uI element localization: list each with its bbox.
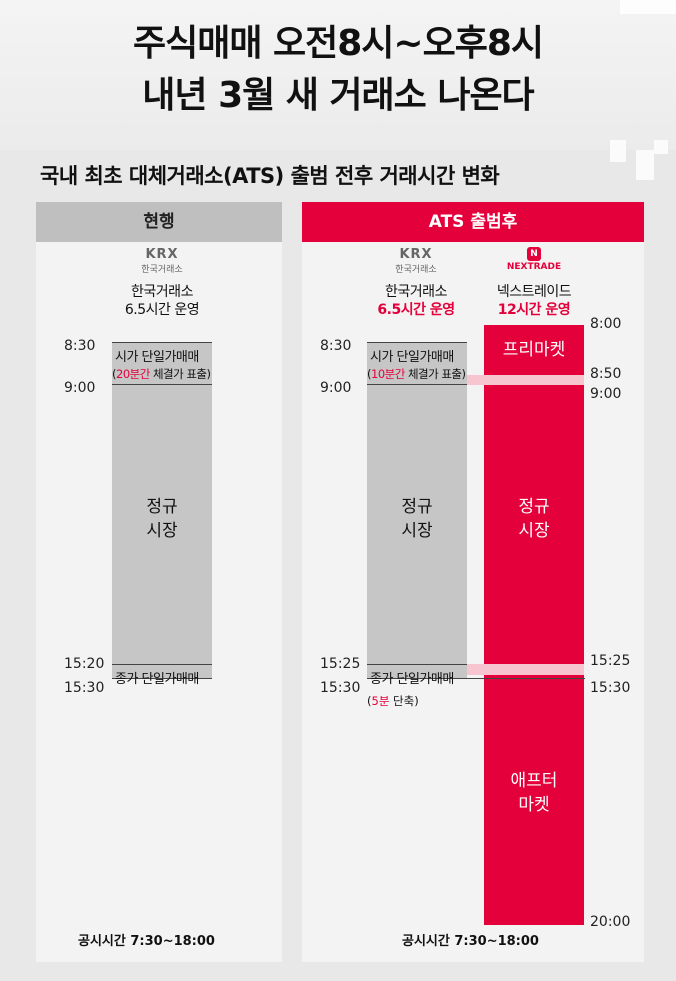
nextrade-session-bar [484,325,584,925]
aftermarket-label: 애프터 마켓 [484,769,584,817]
closing-auction-label: 종가 단일가매매 [115,672,199,687]
krx-logo: KRX 한국거래소 [112,247,212,275]
krx-regular-market-label: 정규 시장 [367,495,467,543]
note-rest: 단축) [389,694,419,708]
note-paren: ( [112,367,117,381]
time-label: 8:30 [64,338,96,354]
time-label: 8:50 [590,366,622,382]
divider-line [112,678,212,679]
regular-market-line1: 정규 [518,497,550,517]
headline-line-1: 주식매매 오전8시~오후8시 [133,23,544,64]
break-band [467,664,584,675]
time-label: 9:00 [64,380,96,396]
aftermarket-line1: 애프터 [510,771,558,791]
divider-line [367,342,467,343]
regular-market-label: 정규 시장 [112,495,212,543]
chart-subtitle: 국내 최초 대체거래소(ATS) 출범 전후 거래시간 변화 [40,164,500,188]
nextrade-operating-hours: 12시간 운영 [497,302,571,318]
note-highlight: 5분 [371,694,390,708]
nextrade-name: 넥스트레이드 [496,284,572,300]
divider-line [367,664,467,665]
post-ats-panel [302,202,644,962]
regular-market-line1: 정규 [401,497,433,517]
current-panel-header: 현행 [36,202,282,242]
nextrade-logo-text: NEXTRADE [506,262,562,272]
time-label: 20:00 [590,914,631,930]
regular-market-line2: 시장 [146,521,178,541]
note-rest: 체결가 표출) [404,367,466,381]
disclosure-hours: 공시시간 7:30~18:00 [78,934,215,949]
divider-line [112,384,212,385]
nextrade-logo: N NEXTRADE [484,247,584,272]
krx-logo: KRX 한국거래소 [366,247,466,275]
regular-market-line2: 시장 [401,521,433,541]
divider-line [367,384,467,385]
krx-operating-hours: 6.5시간 운영 [124,302,200,318]
krx-logo-subtext: 한국거래소 [395,265,437,275]
krx-operating-hours: 6.5시간 운영 [377,302,455,318]
opening-auction-label: 시가 단일가매매 [115,350,199,365]
time-label: 9:00 [320,380,352,396]
time-label: 9:00 [590,386,622,402]
closing-auction-note: (5분 단축) [367,693,419,709]
time-label: 15:20 [64,656,105,672]
krx-exchange-name: 한국거래소 [131,284,193,300]
post-ats-panel-header: ATS 출범후 [302,202,644,242]
decorative-block [610,140,626,162]
opening-auction-note: (10분간 체결가 표출) [367,366,466,382]
krx-session-bar [367,342,467,678]
disclosure-hours: 공시시간 7:30~18:00 [402,934,539,949]
premarket-label: 프리마켓 [502,340,566,360]
time-label: 15:30 [320,680,361,696]
note-rest: 체결가 표출) [149,367,211,381]
opening-auction-note: (20분간 체결가 표출) [112,366,211,382]
note-highlight: 20분간 [116,367,150,381]
divider-line [367,678,585,679]
break-band [467,375,584,385]
nextrade-logo-icon: N [527,247,541,261]
regular-market-line2: 시장 [518,521,550,541]
headline-line-2: 내년 3월 새 거래소 나온다 [142,75,534,116]
divider-line [112,342,212,343]
nextrade-regular-market-label: 정규 시장 [484,495,584,543]
aftermarket-line2: 마켓 [518,795,550,815]
krx-exchange-name: 한국거래소 [385,284,447,300]
opening-auction-label: 시가 단일가매매 [370,350,454,365]
decorative-block [620,0,676,14]
time-label: 15:25 [590,653,631,669]
divider-line [112,664,212,665]
note-highlight: 10분간 [371,367,405,381]
krx-logo-text: KRX [145,247,179,262]
decorative-block [636,150,654,180]
decorative-block [654,140,668,154]
time-label: 8:30 [320,338,352,354]
header-background [0,0,676,150]
krx-logo-text: KRX [399,247,433,262]
note-paren: ( [367,694,372,708]
time-label: 15:30 [64,680,105,696]
krx-session-bar [112,342,212,678]
krx-logo-subtext: 한국거래소 [141,265,183,275]
closing-auction-label: 종가 단일가매매 [370,672,454,687]
regular-market-line1: 정규 [146,497,178,517]
time-label: 15:25 [320,656,361,672]
time-label: 15:30 [590,680,631,696]
note-paren: ( [367,367,372,381]
time-label: 8:00 [590,316,622,332]
